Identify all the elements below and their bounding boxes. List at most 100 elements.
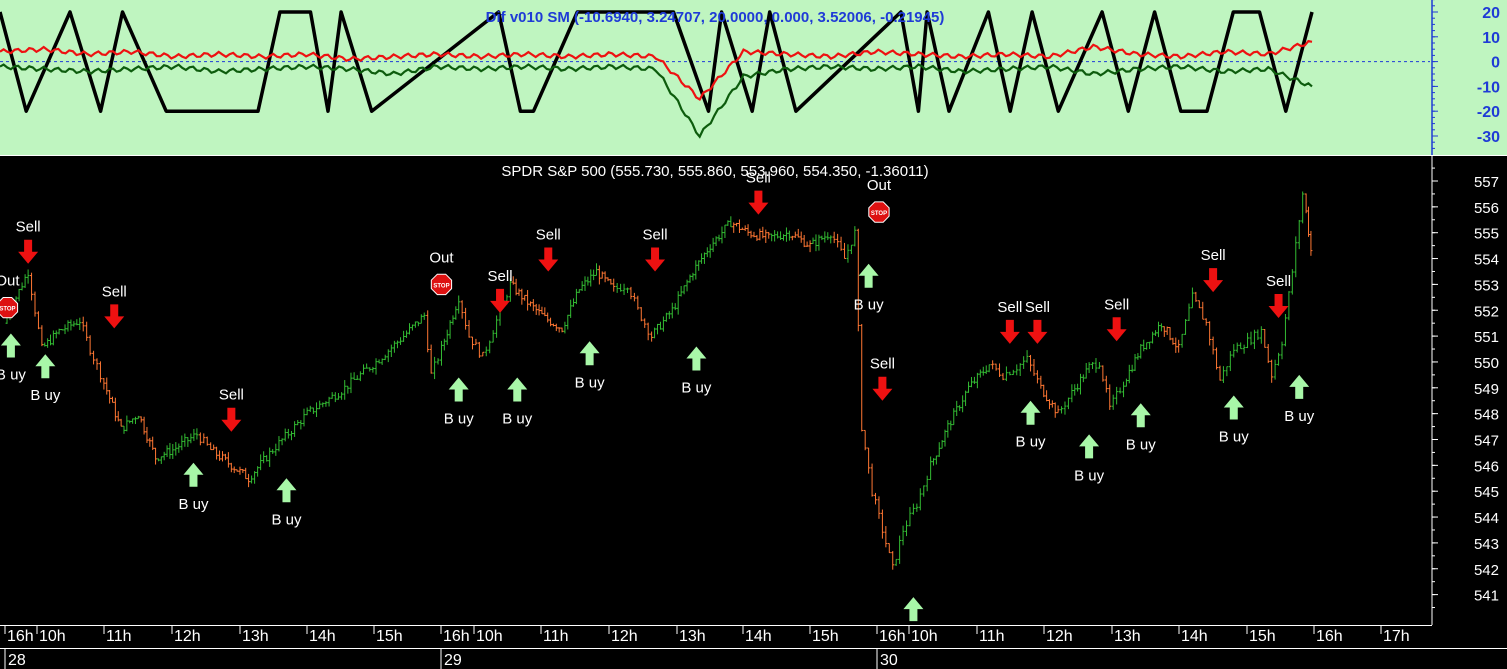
buy-arrow-icon <box>1130 403 1151 428</box>
date-ticks: 28 29 30 <box>4 649 898 669</box>
price-y-tick-label: 545 <box>1474 484 1499 501</box>
price-y-tick-label: 556 <box>1474 200 1499 217</box>
time-tick-label: 17h <box>1383 628 1410 645</box>
indicator-y-tick-label: -10 <box>1477 79 1500 96</box>
price-y-tick-label: 547 <box>1474 433 1499 450</box>
price-y-tick-label: 548 <box>1474 407 1499 424</box>
signals-group: STOP Out B uy Sell B uy Sell B uy Sell B uy STOP O… <box>0 170 1315 647</box>
buy-label: B uy <box>1219 429 1250 446</box>
sell-signal: Sell <box>1266 273 1291 319</box>
sell-arrow-icon <box>645 247 666 272</box>
buy-arrow-icon <box>1079 434 1100 459</box>
sell-label: Sell <box>1025 299 1050 316</box>
buy-arrow-icon <box>448 377 469 402</box>
indicator-y-tick-label: 20 <box>1482 5 1500 22</box>
indicator-axis-background <box>1430 0 1507 155</box>
out-signal: STOP Out <box>867 177 892 223</box>
sell-label: Sell <box>643 226 668 243</box>
price-y-tick-label: 541 <box>1474 588 1499 605</box>
sell-arrow-icon <box>490 288 511 313</box>
sell-label: Sell <box>219 387 244 404</box>
time-tick-label: 14h <box>1181 628 1208 645</box>
sell-signal: Sell <box>870 356 895 401</box>
time-tick-label: 13h <box>242 628 269 645</box>
time-axis-background <box>0 625 1507 669</box>
sell-arrow-icon <box>538 247 559 272</box>
stop-sign-icon <box>0 297 19 319</box>
sell-arrow-icon <box>1268 294 1289 319</box>
price-panel: STOP Out B uy Sell B uy Sell B uy Sell B uy STOP O… <box>0 155 1507 647</box>
buy-arrow-icon <box>858 263 879 288</box>
time-tick-label: 13h <box>679 628 706 645</box>
buy-arrow-icon <box>0 333 21 358</box>
price-y-tick-label: 555 <box>1474 226 1499 243</box>
buy-label: B uy <box>30 387 61 404</box>
price-y-tick-label: 542 <box>1474 562 1499 579</box>
indicator-line-black <box>0 10 1314 113</box>
price-y-tick-label: 550 <box>1474 355 1499 372</box>
time-tick-label: 13h <box>1114 628 1141 645</box>
stop-sign-text: STOP <box>433 283 449 289</box>
time-tick-label: 15h <box>1249 628 1276 645</box>
time-tick-label: 12h <box>174 628 201 645</box>
sell-signal: Sell <box>1025 299 1050 344</box>
sell-signal: Sell <box>488 268 513 313</box>
price-chart-title: SPDR S&P 500 (555.730, 555.860, 553.960,… <box>501 163 928 180</box>
buy-signal: B uy <box>1126 403 1157 453</box>
buy-arrow-icon <box>1223 395 1244 420</box>
time-ticks: 16h 10h 11h 12h 13h 14h 15h 16h 10h 11h 12h 13h 14h 1… <box>4 626 1410 645</box>
out-signal: STOP Out <box>429 249 454 296</box>
buy-signal: B uy <box>854 263 885 314</box>
indicator-panel: 20 10 0 -10 -20 -30 Dif v010 SM (-10.6940, 3.… <box>0 0 1507 155</box>
stop-sign-text: STOP <box>0 307 16 313</box>
sell-arrow-icon <box>104 304 125 329</box>
sell-signal: Sell <box>997 299 1022 344</box>
out-label: Out <box>0 273 20 290</box>
sell-signal: Sell <box>536 226 561 272</box>
indicator-line-green <box>0 63 1313 139</box>
time-tick-label: 10h <box>911 628 938 645</box>
buy-label: B uy <box>271 511 302 528</box>
sell-label: Sell <box>1104 296 1129 313</box>
time-tick-label: 11h <box>106 628 132 645</box>
buy-signal: B uy <box>681 346 712 396</box>
buy-arrow-icon <box>507 377 528 402</box>
buy-signal: B uy <box>178 462 209 513</box>
buy-label: B uy <box>178 496 209 513</box>
buy-signal: B uy <box>0 333 26 384</box>
buy-label: B uy <box>1284 408 1315 425</box>
out-signal: STOP Out <box>0 273 20 319</box>
sell-signal: Sell <box>16 219 41 264</box>
buy-label: B uy <box>1126 436 1157 453</box>
sell-label: Sell <box>488 268 513 285</box>
price-y-tick-label: 543 <box>1474 536 1499 553</box>
sell-signal: Sell <box>219 387 244 432</box>
price-y-tick-label: 546 <box>1474 458 1499 475</box>
sell-arrow-icon <box>872 376 893 401</box>
sell-arrow-icon <box>1106 317 1127 342</box>
buy-label: B uy <box>854 297 885 314</box>
price-y-ticks: 557 556 555 554 553 552 551 550 549 548 547 546 545 5… <box>1432 167 1499 609</box>
buy-signal: B uy <box>444 377 475 427</box>
buy-label: B uy <box>0 367 26 384</box>
buy-label: B uy <box>1016 434 1047 451</box>
date-tick-label: 29 <box>444 652 462 669</box>
out-label: Out <box>867 177 892 194</box>
buy-arrow-icon <box>1289 374 1310 399</box>
sell-arrow-icon <box>748 190 769 215</box>
indicator-series-group <box>0 10 1430 139</box>
stop-sign-text: STOP <box>871 211 887 217</box>
sell-arrow-icon <box>1203 268 1224 293</box>
price-y-tick-label: 551 <box>1474 329 1499 346</box>
sell-signal: Sell <box>643 226 668 272</box>
sell-signal: Sell <box>746 170 771 215</box>
sell-label: Sell <box>102 283 127 300</box>
out-label: Out <box>429 249 454 266</box>
time-tick-label: 15h <box>376 628 403 645</box>
sell-label: Sell <box>1266 273 1291 290</box>
stop-sign-icon <box>430 273 453 296</box>
buy-label: B uy <box>444 410 475 427</box>
sell-label: Sell <box>870 356 895 373</box>
buy-arrow-icon <box>579 341 600 366</box>
